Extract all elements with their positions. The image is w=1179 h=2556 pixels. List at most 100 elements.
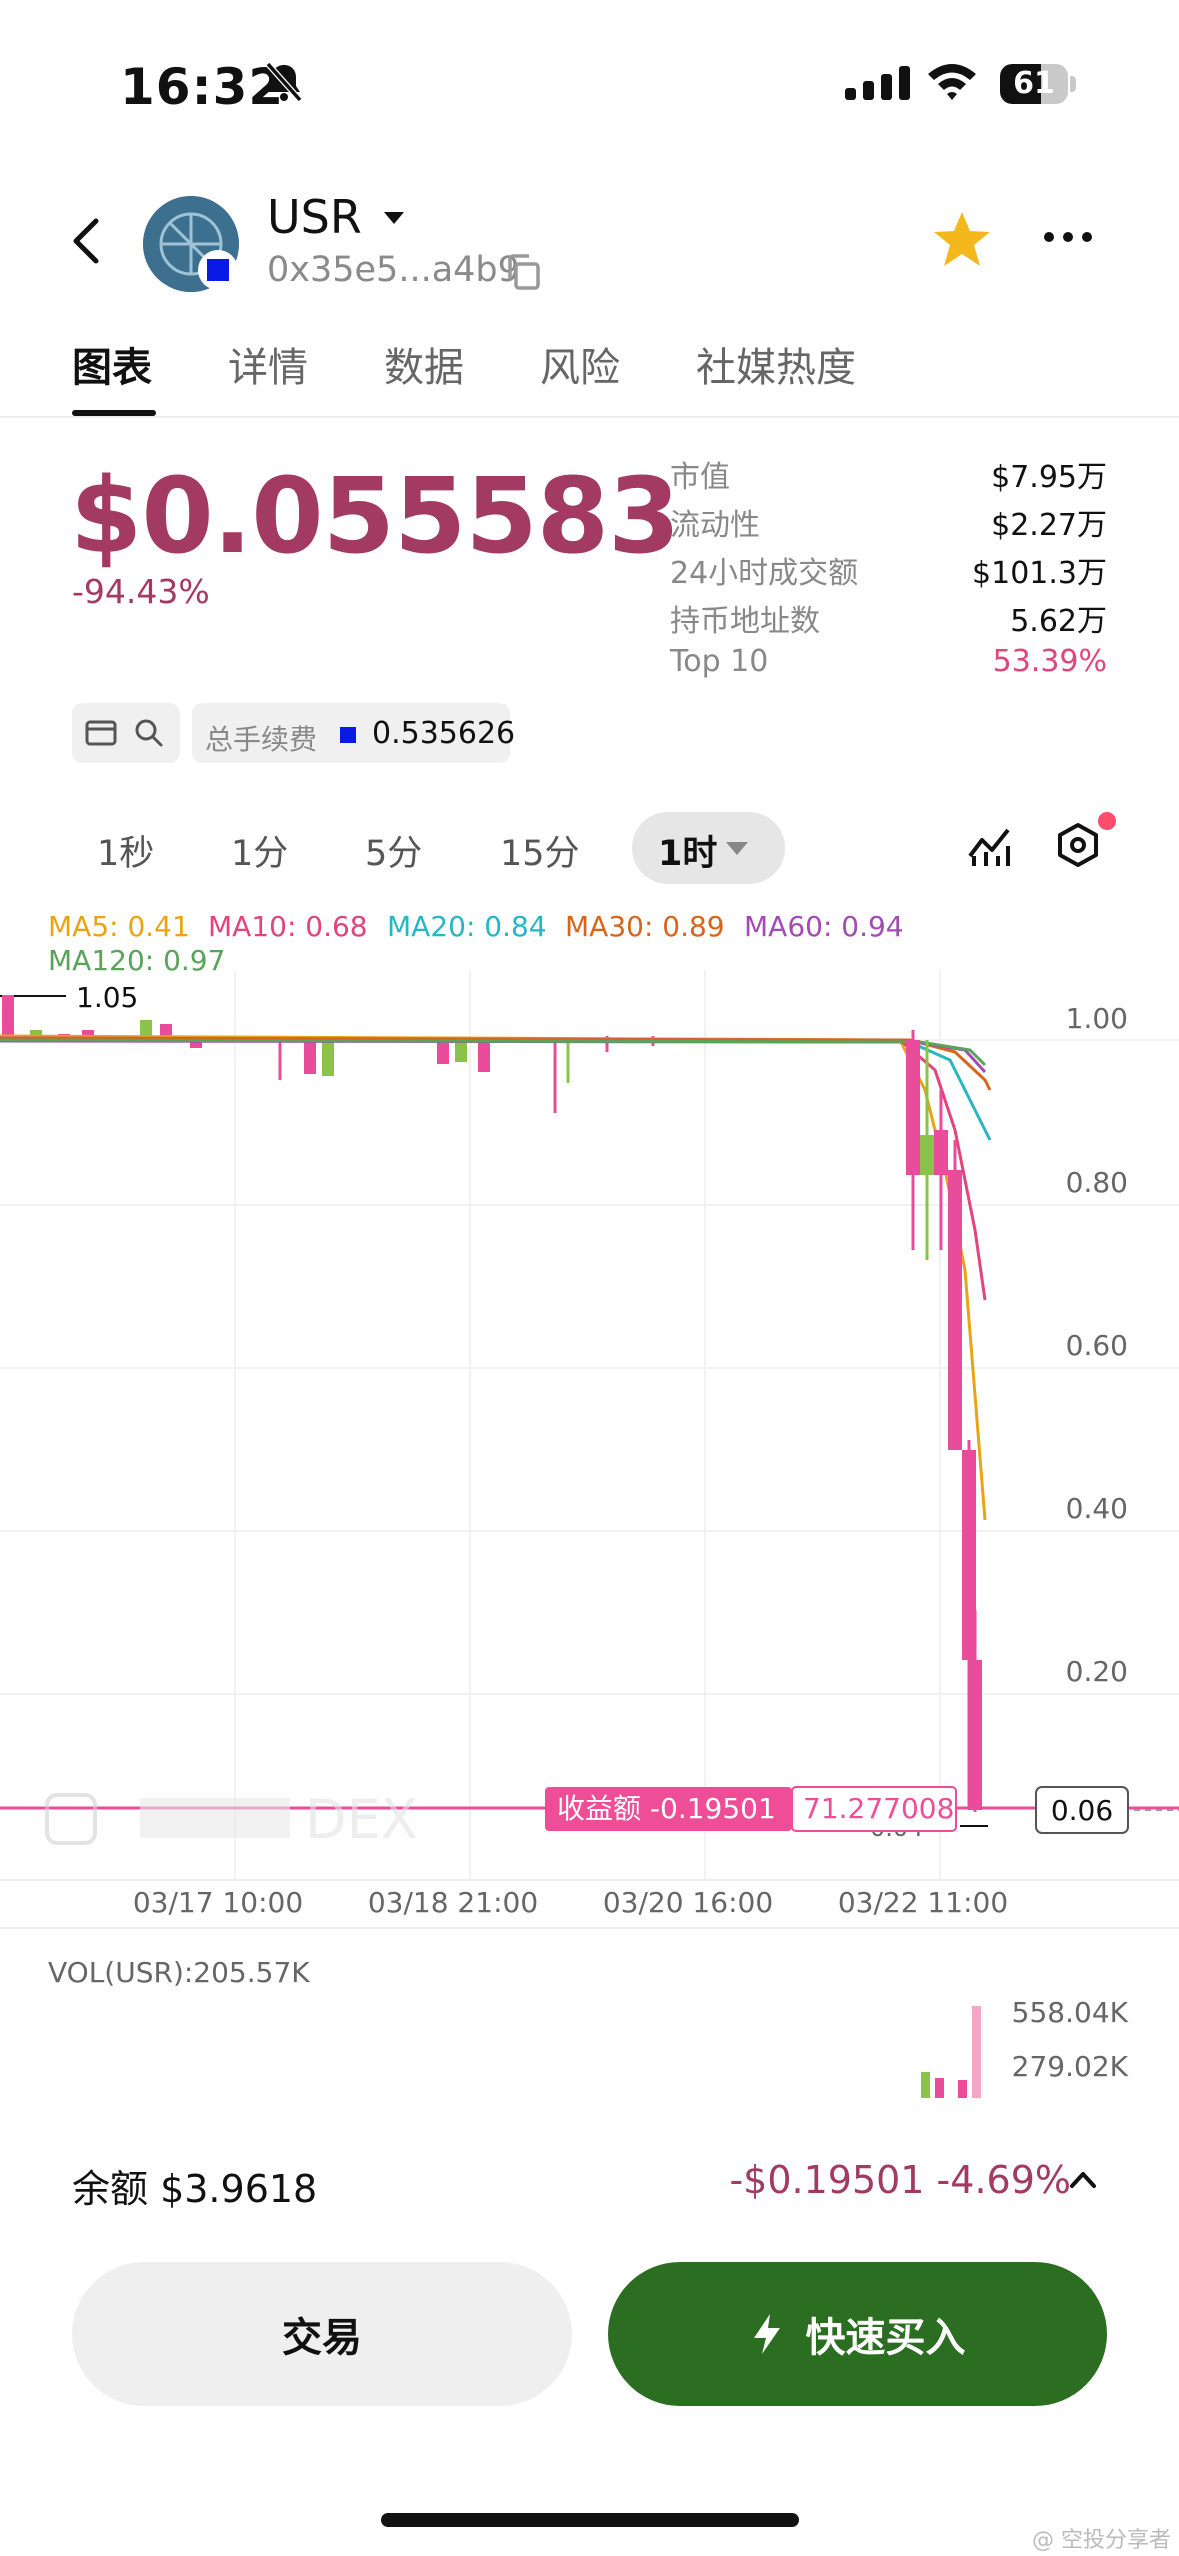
- interval-1h[interactable]: 1时: [658, 834, 718, 874]
- volume-bar: [972, 2006, 981, 2098]
- tab-data[interactable]: 数据: [384, 345, 464, 391]
- token-address: 0x35e5...a4b9: [267, 250, 520, 290]
- home-indicator[interactable]: [381, 2513, 799, 2527]
- stat-label-liquidity: 流动性: [670, 508, 760, 543]
- current-price-tag: [1035, 1786, 1129, 1834]
- y-tick-label: 1.00: [1066, 1002, 1128, 1035]
- candle: [478, 1040, 490, 1072]
- wifi-icon: [928, 64, 976, 100]
- ma30-label: MA30: 0.89: [565, 910, 725, 943]
- volume-tick-label: 279.02K: [1012, 2050, 1129, 2083]
- trade-button[interactable]: 交易: [72, 2262, 572, 2406]
- tab-details[interactable]: 详情: [228, 345, 308, 391]
- token-price: $0.055583: [70, 455, 680, 577]
- volume-bar: [921, 2072, 930, 2098]
- balance-label: 余额 $3.9618: [72, 2167, 318, 2211]
- x-tick-label: 03/22 11:00: [838, 1886, 1008, 1919]
- high-label: 1.05: [76, 981, 138, 1014]
- interval-1m[interactable]: 1分: [231, 834, 289, 874]
- volume-bars: [921, 2006, 981, 2098]
- pnl-value-badge: [791, 1786, 957, 1832]
- stat-label-holders: 持币地址数: [670, 604, 820, 639]
- watermark-logo-icon: [45, 1793, 97, 1845]
- candle: [970, 1660, 982, 1810]
- candle: [2, 995, 14, 1039]
- candle: [948, 1170, 962, 1450]
- volume-bar: [958, 2080, 967, 2098]
- tab-social-heat[interactable]: 社媒热度: [696, 345, 856, 391]
- back-arrow-icon[interactable]: [68, 215, 104, 267]
- browser-window-icon[interactable]: [85, 720, 117, 746]
- status-time: 16:32: [120, 58, 285, 116]
- stat-value-24h-volume: $101.3万: [972, 556, 1107, 591]
- token-dropdown-caret-icon[interactable]: [384, 212, 404, 224]
- candle: [455, 1042, 467, 1062]
- tabs-divider: [0, 416, 1179, 418]
- bell-muted-icon: [265, 62, 303, 102]
- quick-buy-label: 快速买入: [805, 2315, 966, 2361]
- pnl-badge[interactable]: [545, 1787, 792, 1831]
- y-tick-label: 0.60: [1066, 1329, 1128, 1362]
- volume-bar: [935, 2078, 944, 2098]
- search-icon[interactable]: [134, 718, 164, 748]
- balance-change: -$0.19501 -4.69%: [729, 2158, 1071, 2202]
- trade-button-label: 交易: [282, 2315, 362, 2361]
- interval-5m[interactable]: 5分: [365, 834, 423, 874]
- price-change: -94.43%: [72, 572, 210, 611]
- notification-dot: [1098, 812, 1116, 830]
- active-tab-indicator: [72, 410, 156, 416]
- fee-chain-icon: [340, 727, 356, 743]
- pnl-label: 收益额 -0.19501: [557, 1792, 776, 1825]
- candle: [304, 1040, 316, 1074]
- stat-value-market-cap: $7.95万: [991, 460, 1107, 495]
- chain-badge-icon: [198, 250, 238, 290]
- cellular-signal-icon: [845, 66, 910, 100]
- total-fee-label: 总手续费: [205, 723, 318, 756]
- interval-1s[interactable]: 1秒: [97, 834, 155, 874]
- ma-lines: [0, 1034, 992, 1521]
- x-tick-label: 03/17 10:00: [133, 1886, 303, 1919]
- crash-candles: [906, 1030, 982, 1812]
- volume-label: VOL(USR):205.57K: [48, 1956, 310, 1989]
- lightning-icon: [753, 2314, 780, 2354]
- price-candlestick-chart[interactable]: 1.00 0.80 0.60 0.40 0.20 1.05: [0, 900, 1179, 2100]
- chart-settings-icon[interactable]: [1055, 822, 1101, 868]
- candle: [437, 1040, 449, 1064]
- x-tick-label: 03/18 21:00: [368, 1886, 538, 1919]
- favorite-star-icon[interactable]: [930, 208, 994, 272]
- ma60-label: MA60: 0.94: [744, 910, 904, 943]
- pnl-value: 71.277008: [803, 1792, 954, 1825]
- y-tick-label: 0.20: [1066, 1655, 1128, 1688]
- candle: [140, 1020, 152, 1038]
- token-name[interactable]: USR: [267, 190, 362, 244]
- stat-value-holders: 5.62万: [1010, 604, 1107, 639]
- more-options-icon[interactable]: [1044, 232, 1092, 242]
- tab-risk[interactable]: 风险: [540, 345, 620, 391]
- interval-1h-pill[interactable]: [632, 812, 785, 884]
- browser-search-pill[interactable]: [72, 703, 180, 763]
- x-tick-label: 03/20 16:00: [603, 1886, 773, 1919]
- candle: [962, 1450, 976, 1660]
- indicator-chart-icon[interactable]: [966, 822, 1012, 868]
- chart-grid: [0, 970, 1179, 1880]
- stat-label-24h-volume: 24小时成交额: [670, 556, 859, 591]
- interval-15m[interactable]: 15分: [500, 834, 580, 874]
- stat-label-top10: Top 10: [670, 644, 769, 679]
- watermark-author: @ 空投分享者: [1032, 2528, 1171, 2553]
- ma10-label: MA10: 0.68: [208, 910, 368, 943]
- volume-tick-label: 558.04K: [1012, 1996, 1129, 2029]
- ma5-label: MA5: 0.41: [48, 910, 190, 943]
- quick-buy-button[interactable]: 快速买入: [608, 2262, 1107, 2406]
- watermark: DEX: [45, 1788, 418, 1851]
- battery-level: 61: [1013, 66, 1055, 101]
- y-tick-label: 0.40: [1066, 1492, 1128, 1525]
- watermark-text: DEX: [305, 1788, 418, 1851]
- candle: [906, 1040, 920, 1175]
- interval-dropdown-caret-icon[interactable]: [726, 842, 748, 855]
- ma20-label: MA20: 0.84: [387, 910, 547, 943]
- chevron-up-icon[interactable]: [1068, 2168, 1098, 2192]
- tab-chart[interactable]: 图表: [72, 345, 152, 391]
- ma120-label: MA120: 0.97: [48, 944, 226, 977]
- watermark-brand-icon: [140, 1798, 290, 1838]
- copy-icon[interactable]: [505, 253, 543, 291]
